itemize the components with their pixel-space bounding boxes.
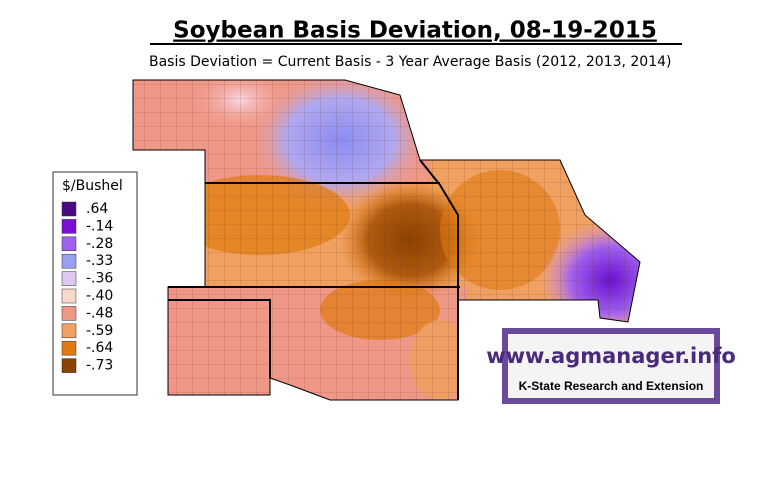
legend-label: -.40 bbox=[86, 288, 113, 304]
map-outline bbox=[132, 79, 641, 401]
legend-title: $/Bushel bbox=[62, 178, 123, 194]
legend-swatch bbox=[61, 340, 77, 356]
legend-label: -.64 bbox=[86, 340, 113, 356]
legend-label: -.14 bbox=[86, 218, 113, 234]
legend-swatch bbox=[61, 358, 77, 373]
title: Soybean Basis Deviation, 08-19-2015 bbox=[173, 18, 657, 44]
legend-label: -.73 bbox=[86, 358, 113, 374]
legend-label: -.36 bbox=[86, 271, 113, 287]
legend-label: -.48 bbox=[86, 305, 113, 321]
legend-swatch bbox=[61, 323, 77, 339]
legend-swatch bbox=[61, 201, 77, 217]
subtitle: Basis Deviation = Current Basis - 3 Year… bbox=[149, 54, 671, 70]
legend-label: -.28 bbox=[86, 236, 113, 252]
legend-swatch bbox=[61, 219, 77, 234]
legend-label: -.59 bbox=[86, 323, 113, 339]
logo-org: K-State Research and Extension bbox=[519, 379, 704, 393]
legend-swatch bbox=[61, 306, 77, 321]
legend-label: -.33 bbox=[86, 253, 113, 269]
state-borders bbox=[168, 159, 460, 400]
legend-swatch bbox=[61, 253, 77, 269]
logo-inner bbox=[508, 334, 714, 398]
logo-url: www.agmanager.info bbox=[486, 344, 736, 368]
legend-label: .64 bbox=[86, 201, 108, 217]
legend-swatch bbox=[61, 288, 77, 304]
map bbox=[133, 80, 640, 400]
legend-swatch bbox=[61, 236, 77, 252]
legend-swatch bbox=[61, 271, 77, 286]
legend-items: .64-.14 -.28-.33 -.36-.40-.48 -.59-.64 -.73 bbox=[61, 201, 113, 374]
